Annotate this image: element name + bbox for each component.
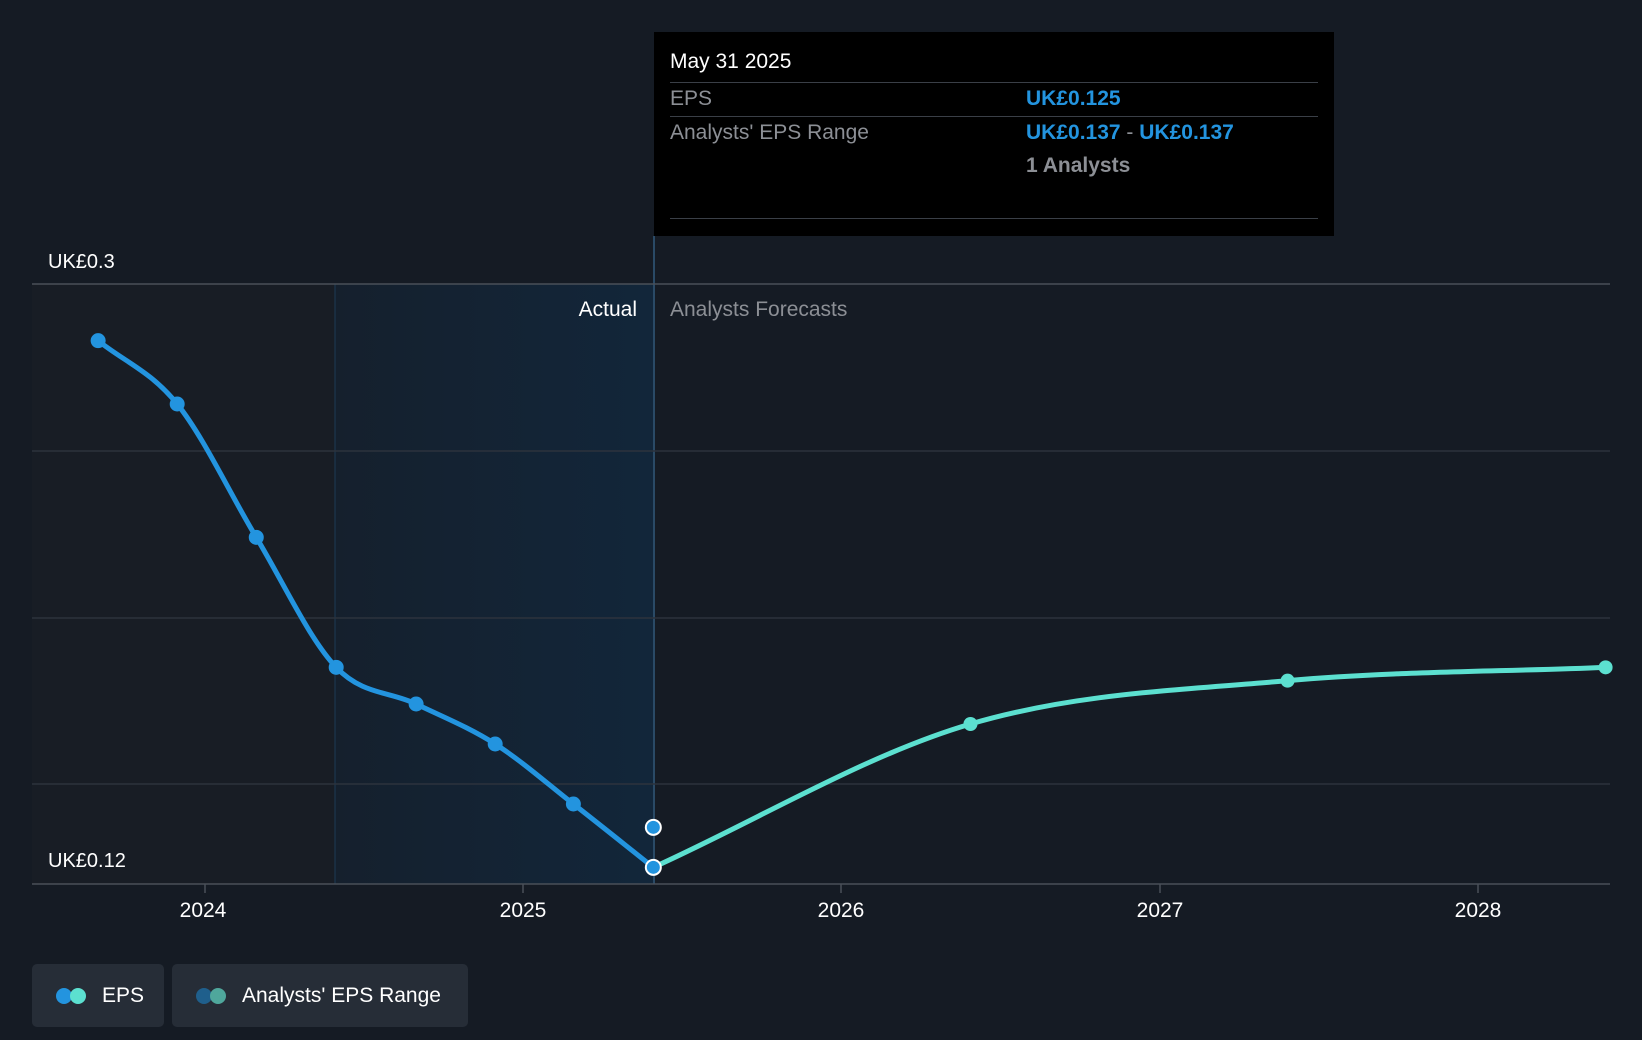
legend-eps-label: EPS [102,983,145,1007]
legend-eps-swatch-icon [56,987,90,1004]
eps-range-point[interactable] [644,818,662,836]
tooltip-eps-value: UK£0.125 [1026,87,1121,110]
data-tooltip: May 31 2025 EPS UK£0.125 Analysts' EPS R… [654,32,1334,236]
x-tick-label-2027: 2027 [1137,899,1184,922]
x-tick-label-2024: 2024 [180,899,227,922]
eps-forecast-point[interactable] [963,717,978,731]
x-axis-ticks: 2024 2025 2026 2027 2028 [180,884,1502,922]
legend-eps[interactable]: EPS [32,964,164,1027]
tooltip-analysts-count: 1 Analysts [1026,154,1131,177]
legend-eps-range[interactable]: Analysts' EPS Range [172,964,468,1027]
actual-region-shade [335,284,654,884]
eps-forecast-line [650,664,1609,870]
legend-eps-range-label: Analysts' EPS Range [242,983,441,1007]
tooltip-divider [670,82,1318,83]
eps-actual-line [95,338,656,870]
tooltip-range-label: Analysts' EPS Range [670,121,869,144]
eps-actual-point[interactable] [90,333,106,349]
x-tick-label-2028: 2028 [1455,899,1502,922]
eps-current-point[interactable] [644,858,662,876]
tooltip-date: May 31 2025 [670,50,792,73]
tooltip-range-value: UK£0.137 - UK£0.137 [1026,121,1234,145]
eps-actual-point[interactable] [169,396,185,412]
eps-actual-point[interactable] [328,659,344,675]
y-axis-bottom-label: UK£0.12 [48,850,126,872]
eps-forecast-point[interactable] [1280,673,1295,688]
eps-actual-point[interactable] [248,529,264,545]
legend-range-swatch-icon [196,987,230,1004]
tooltip-divider [670,116,1318,117]
grid-lines [32,283,1610,885]
forecast-region-label: Analysts Forecasts [670,298,847,321]
actual-region-label: Actual [579,298,637,321]
x-tick-label-2026: 2026 [818,899,865,922]
tooltip-range-separator: - [1126,121,1134,144]
x-tick-label-2025: 2025 [500,899,547,922]
eps-actual-point[interactable] [565,796,581,812]
series-layer [90,333,1613,876]
eps-actual-point[interactable] [408,696,424,712]
y-axis-top-label: UK£0.3 [48,251,115,273]
past-region [32,284,335,884]
tooltip-range-high: UK£0.137 [1139,121,1234,144]
tooltip-range-low: UK£0.137 [1026,121,1121,144]
tooltip-eps-label: EPS [670,87,713,110]
eps-forecast-point[interactable] [1598,660,1613,675]
tooltip-divider [670,218,1318,219]
eps-actual-point[interactable] [487,736,503,752]
